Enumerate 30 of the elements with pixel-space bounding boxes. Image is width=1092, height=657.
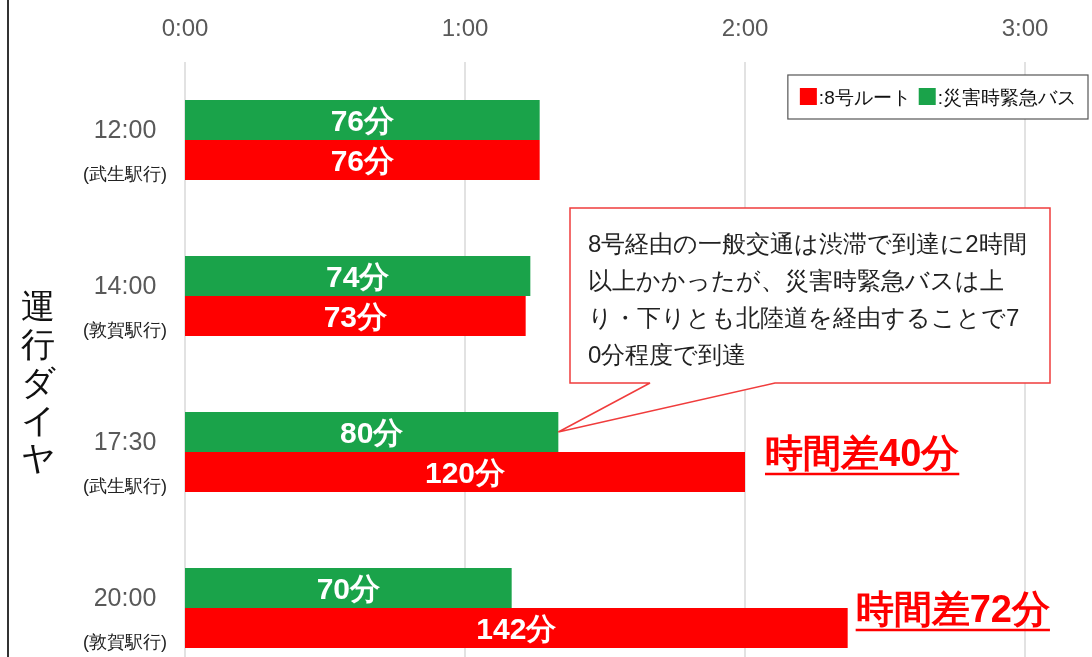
- data-label: 80分: [339, 416, 404, 449]
- annotation: 8号経由の一般交通は渋滞で到達に2時間以上かかったが、災害時緊急バスは上り・下りとも北陸道を経由することで70分程度で到達: [588, 230, 1027, 368]
- bar: [185, 452, 745, 492]
- data-label: 120分: [424, 456, 506, 489]
- data-label: 74分: [325, 260, 390, 293]
- y-tick-label: 14:00 (敦賀駅行): [83, 271, 167, 340]
- data-label: 76分: [330, 144, 395, 177]
- bar: [185, 140, 540, 180]
- bar: [185, 100, 540, 140]
- bar: [185, 296, 526, 336]
- bar: [185, 412, 559, 452]
- bar: [185, 608, 848, 648]
- x-tick-label: 2:00: [721, 14, 769, 41]
- data-label: 76分: [330, 104, 395, 137]
- x-tick-label: 3:00: [1001, 14, 1049, 41]
- legend-label: :災害時緊急バス: [937, 87, 1076, 108]
- annotation: 時間差72分: [855, 588, 1050, 630]
- y-tick-label: 12:00 (武生駅行): [83, 115, 167, 184]
- x-tick-label: 0:00: [161, 14, 209, 41]
- data-label: 142分: [476, 612, 557, 645]
- y-axis-title: 運行ダイヤ: [20, 287, 56, 477]
- bar: [185, 568, 512, 608]
- data-label: 70分: [316, 572, 381, 605]
- x-tick-label: 1:00: [441, 14, 489, 41]
- annotation: 時間差40分: [765, 432, 960, 474]
- y-tick-label: 20:00 (敦賀駅行): [83, 583, 167, 652]
- y-tick-label: 17:30 (武生駅行): [83, 427, 167, 496]
- bar: [185, 256, 531, 296]
- data-label: 73分: [323, 300, 388, 333]
- legend-label: :8号ルート: [818, 87, 911, 108]
